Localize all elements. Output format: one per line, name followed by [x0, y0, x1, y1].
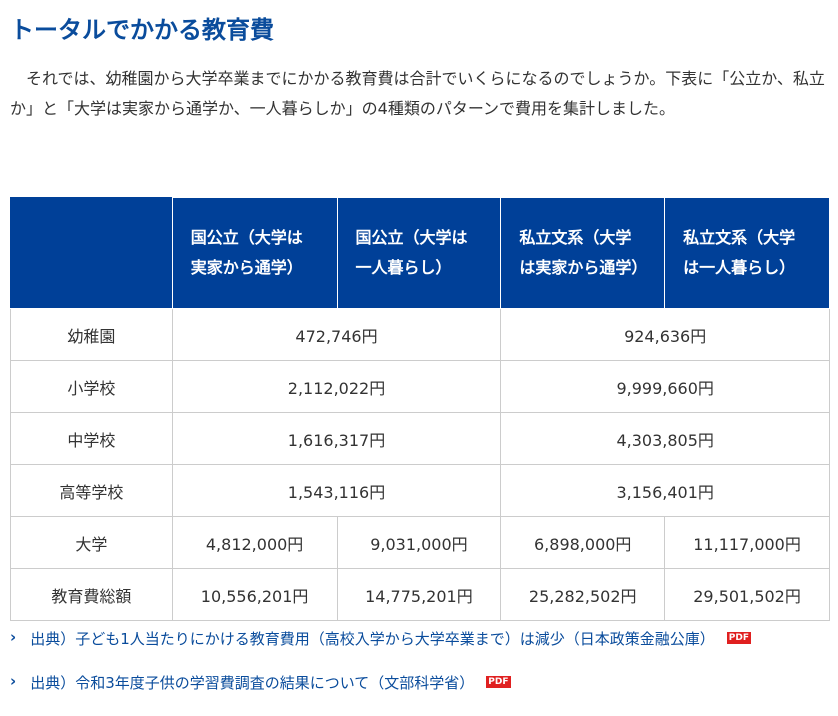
- table-row: 幼稚園 472,746円 924,636円: [10, 308, 830, 361]
- chevron-icon: ›: [10, 628, 17, 646]
- row-label: 中学校: [10, 412, 173, 465]
- cost-cell: 25,282,502円: [500, 568, 666, 621]
- source-link[interactable]: › 出典）令和3年度子供の学習費調査の結果について（文部科学省） PDF: [10, 672, 751, 716]
- cost-table: 国公立（大学は実家から通学） 国公立（大学は一人暮らし） 私立文系（大学は実家か…: [10, 197, 830, 621]
- cost-cell: 472,746円: [171, 308, 502, 361]
- row-label: 高等学校: [10, 464, 173, 517]
- cost-cell: 10,556,201円: [171, 568, 338, 621]
- source-links: › 出典）子ども1人当たりにかける教育費用（高校入学から大学卒業まで）は減少（日本…: [10, 628, 751, 716]
- table-row: 高等学校 1,543,116円 3,156,401円: [10, 464, 830, 517]
- intro: それでは、幼稚園から大学卒業までにかかる教育費は合計でいくらになるのでしょうか。…: [10, 69, 825, 118]
- cost-cell: 9,031,000円: [336, 516, 502, 569]
- cost-cell: 1,543,116円: [171, 464, 502, 517]
- cost-cell: 924,636円: [500, 308, 830, 361]
- table-row: 小学校 2,112,022円 9,999,660円: [10, 360, 830, 413]
- link-text[interactable]: 出典）令和3年度子供の学習費調査の結果について（文部科学省）: [30, 674, 475, 692]
- page-body: トータルでかかる教育費 それでは、幼稚園から大学卒業までにかかる教育費は合計でい…: [10, 16, 830, 692]
- cost-cell: 2,112,022円: [171, 360, 502, 413]
- header-cell: 国公立（大学は一人暮らし）: [336, 197, 502, 309]
- header-row: 国公立（大学は実家から通学） 国公立（大学は一人暮らし） 私立文系（大学は実家か…: [10, 197, 830, 309]
- table-row: 中学校 1,616,317円 4,303,805円: [10, 412, 830, 465]
- page: {"header":{"title":"トータルでかかる教育費"}, "intr…: [10, 16, 830, 692]
- cost-cell: 4,812,000円: [171, 516, 338, 569]
- corner-cell: [10, 197, 173, 309]
- pdf-icon: PDF: [726, 632, 751, 644]
- cost-cell: 6,898,000円: [500, 516, 666, 569]
- row-label: 大学: [10, 516, 173, 569]
- pdf-icon: PDF: [486, 676, 511, 688]
- header-cell: 私立文系（大学は一人暮らし）: [664, 197, 830, 309]
- chevron-icon: ›: [10, 672, 17, 690]
- cost-cell: 11,117,000円: [664, 516, 830, 569]
- row-label: 教育費総額: [10, 568, 173, 621]
- cost-cell: 4,303,805円: [500, 412, 830, 465]
- row-label: 幼稚園: [10, 308, 173, 361]
- cost-cell: 1,616,317円: [171, 412, 502, 465]
- source-link[interactable]: › 出典）子ども1人当たりにかける教育費用（高校入学から大学卒業まで）は減少（日本…: [10, 628, 751, 672]
- table-body: 幼稚園 472,746円 924,636円 小学校 2,112,022円 9,999,66…: [10, 308, 830, 621]
- header-cell: 私立文系（大学は実家から通学）: [500, 197, 666, 309]
- row-label: 小学校: [10, 360, 173, 413]
- table-row: 大学 4,812,000円 9,031,000円 6,898,000円 11,117,0…: [10, 516, 830, 569]
- title: トータルでかかる教育費: [10, 16, 274, 44]
- header-cell: 国公立（大学は実家から通学）: [171, 197, 338, 309]
- cost-cell: 3,156,401円: [500, 464, 830, 517]
- cost-cell: 14,775,201円: [336, 568, 502, 621]
- link-text[interactable]: 出典）子ども1人当たりにかける教育費用（高校入学から大学卒業まで）は減少（日本政…: [30, 630, 715, 648]
- cost-cell: 9,999,660円: [500, 360, 830, 413]
- table-row: 教育費総額 10,556,201円 14,775,201円 25,282,502円 29…: [10, 568, 830, 621]
- cost-cell: 29,501,502円: [664, 568, 830, 621]
